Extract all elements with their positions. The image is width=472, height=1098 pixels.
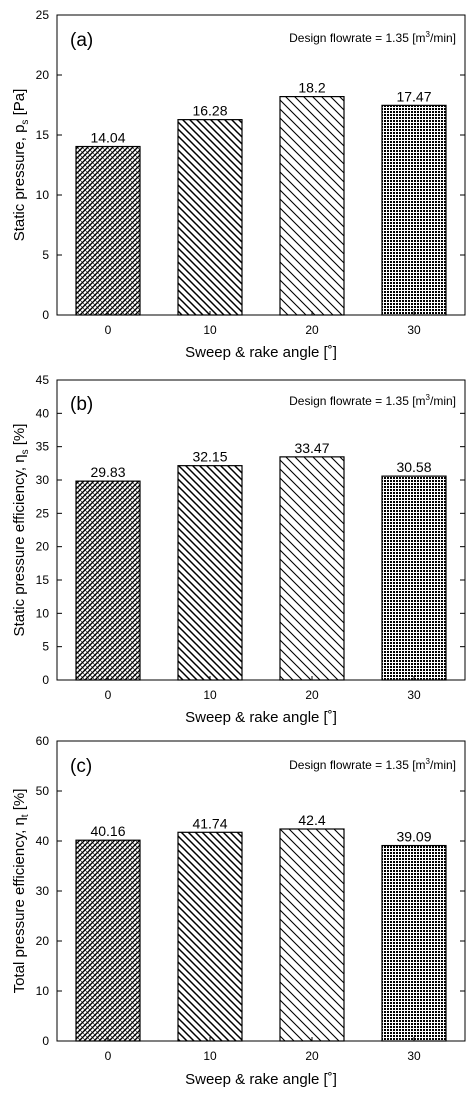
bar-30 <box>381 104 447 316</box>
y-tick-label: 15 <box>36 573 50 587</box>
bar-value-label: 29.83 <box>90 464 125 480</box>
panel-b-x-axis-label: Sweep & rake angle [˚] <box>185 709 337 726</box>
y-tick-label: 20 <box>36 934 50 948</box>
panel-c-axes: 0 10 20 30 0 10 20 30 40 50 60 <box>36 734 465 1063</box>
y-tick-label: 20 <box>36 68 50 82</box>
y-tick-label: 10 <box>36 188 50 202</box>
panel-c-annotation: Design flowrate = 1.35 [m3/min] <box>289 757 456 772</box>
x-tick-label: 30 <box>407 323 421 337</box>
x-tick-label: 10 <box>203 323 217 337</box>
y-tick-label: 20 <box>36 540 50 554</box>
panel-b-annotation: Design flowrate = 1.35 [m3/min] <box>289 393 456 408</box>
panel-c-y-axis-label: Total pressure efficiency, ηt [%] <box>11 789 31 994</box>
x-tick-label: 0 <box>105 1049 112 1063</box>
y-tick-label: 15 <box>36 128 50 142</box>
panel-b-axes: 0 10 20 30 0 5 10 15 20 25 30 35 40 45 <box>36 373 465 702</box>
bar-value-label: 17.47 <box>396 88 431 104</box>
bar-value-label: 14.04 <box>90 130 125 146</box>
y-tick-label: 25 <box>36 8 50 22</box>
y-tick-label: 45 <box>36 373 50 387</box>
bar-value-label: 18.2 <box>298 80 325 96</box>
bar-value-label: 42.4 <box>298 812 325 828</box>
panel-a: 14.04 16.28 18.2 17.47 0 10 20 30 0 5 10 15 20 25 (a… <box>11 8 466 361</box>
y-tick-label: 35 <box>36 440 50 454</box>
panel-a-plot-frame <box>56 14 466 316</box>
panel-c-label: (c) <box>70 756 92 777</box>
y-tick-label: 0 <box>42 673 49 687</box>
bar-value-label: 39.09 <box>396 829 431 845</box>
bar-value-label: 32.15 <box>192 449 227 465</box>
x-tick-label: 20 <box>305 688 319 702</box>
bar-value-label: 33.47 <box>294 440 329 456</box>
x-tick-label: 20 <box>305 1049 319 1063</box>
x-tick-label: 10 <box>203 688 217 702</box>
panel-b: 29.83 32.15 33.47 30.58 0 10 20 30 0 5 10 15 20 25 30… <box>11 373 466 726</box>
x-tick-label: 0 <box>105 688 112 702</box>
y-tick-label: 5 <box>42 248 49 262</box>
y-tick-label: 5 <box>42 640 49 654</box>
panel-a-y-axis-label: Static pressure, ps [Pa] <box>11 89 31 242</box>
bar-value-label: 41.74 <box>192 815 227 831</box>
y-tick-label: 60 <box>36 734 50 748</box>
panel-b-y-axis-label: Static pressure efficiency, ηs [%] <box>11 424 31 637</box>
bar-value-label: 40.16 <box>90 823 125 839</box>
panel-b-plot-frame <box>56 379 466 681</box>
panel-a-bars: 14.04 16.28 18.2 17.47 <box>75 80 447 316</box>
panel-c-bars: 40.16 41.74 42.4 39.09 <box>75 812 447 1042</box>
x-tick-label: 10 <box>203 1049 217 1063</box>
y-tick-label: 30 <box>36 473 50 487</box>
y-tick-label: 30 <box>36 884 50 898</box>
bar-0 <box>75 145 141 316</box>
panel-b-bars: 29.83 32.15 33.47 30.58 <box>75 440 447 681</box>
bar-0 <box>75 480 141 681</box>
x-tick-label: 0 <box>105 323 112 337</box>
bar-30 <box>381 844 447 1042</box>
panel-a-label: (a) <box>70 30 93 51</box>
x-tick-label: 20 <box>305 323 319 337</box>
bar-0 <box>75 839 141 1042</box>
y-tick-label: 25 <box>36 506 50 520</box>
bar-10 <box>177 831 243 1042</box>
panel-c: 40.16 41.74 42.4 39.09 0 10 20 30 0 10 20 30 40 50 60… <box>11 734 466 1088</box>
bar-value-label: 30.58 <box>396 459 431 475</box>
bar-10 <box>177 119 243 316</box>
panel-a-annotation: Design flowrate = 1.35 [m3/min] <box>289 30 456 45</box>
panel-a-x-axis-label: Sweep & rake angle [˚] <box>185 344 337 361</box>
x-tick-label: 30 <box>407 1049 421 1063</box>
bar-30 <box>381 475 447 681</box>
y-tick-label: 0 <box>42 308 49 322</box>
panel-a-axes: 0 10 20 30 0 5 10 15 20 25 <box>36 8 465 337</box>
bar-10 <box>177 465 243 681</box>
y-tick-label: 50 <box>36 784 50 798</box>
y-tick-label: 10 <box>36 984 50 998</box>
y-tick-label: 40 <box>36 834 50 848</box>
bar-20 <box>279 95 345 316</box>
x-tick-label: 30 <box>407 688 421 702</box>
bar-20 <box>279 456 345 681</box>
bar-20 <box>279 828 345 1042</box>
panel-c-x-axis-label: Sweep & rake angle [˚] <box>185 1071 337 1088</box>
y-tick-label: 0 <box>42 1034 49 1048</box>
panel-b-label: (b) <box>70 394 93 415</box>
y-tick-label: 10 <box>36 606 50 620</box>
y-tick-label: 40 <box>36 406 50 420</box>
bar-value-label: 16.28 <box>192 103 227 119</box>
